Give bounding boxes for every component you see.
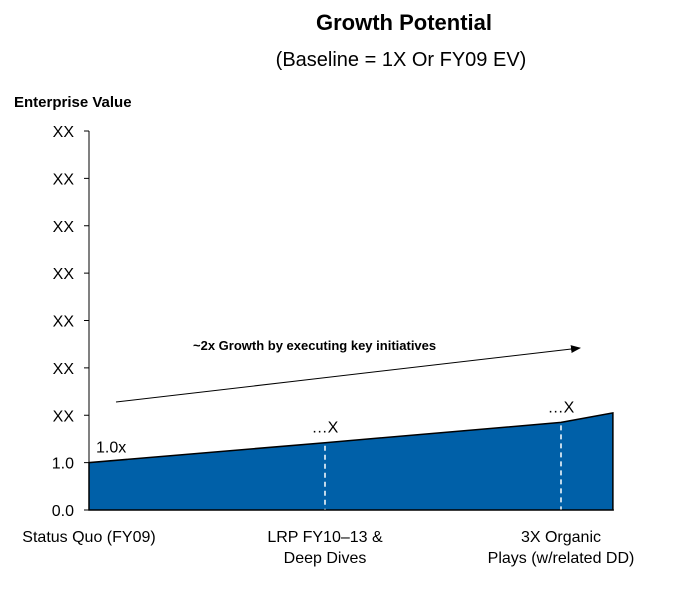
- growth-area: [88, 412, 614, 511]
- category-label: 3X Organic Plays (w/related DD): [488, 529, 635, 567]
- chart-title: Growth Potential: [316, 10, 492, 35]
- category-label-line: Plays (w/related DD): [488, 550, 635, 567]
- chart-subtitle: (Baseline = 1X Or FY09 EV): [276, 49, 527, 71]
- y-tick-label: XX: [53, 408, 75, 425]
- category-label-line: Deep Dives: [284, 550, 367, 567]
- category-label: LRP FY10–13 & Deep Dives: [267, 529, 383, 567]
- y-tick-label: XX: [53, 124, 75, 141]
- point-label: …X: [312, 420, 339, 437]
- plot-area: 0.0 1.0 XX XX XX XX XX XX XX Status Quo (FY09) LRP…: [22, 124, 634, 567]
- growth-annotation: ~2x Growth by executing key initiatives: [193, 338, 436, 353]
- point-label: 1.0x: [96, 440, 126, 457]
- y-tick-label: XX: [53, 361, 75, 378]
- y-tick-label: XX: [53, 266, 75, 283]
- category-label-line: Status Quo (FY09): [22, 529, 155, 546]
- y-tick-label: XX: [53, 219, 75, 236]
- category-label: Status Quo (FY09): [22, 529, 155, 546]
- y-tick-label: 1.0: [52, 456, 74, 473]
- y-axis-label: Enterprise Value: [14, 94, 132, 111]
- growth-arrow: [115, 345, 581, 403]
- point-label: …X: [548, 399, 575, 416]
- y-tick-label: XX: [53, 314, 75, 331]
- y-tick-label: 0.0: [52, 503, 74, 520]
- y-tick-label: XX: [53, 171, 75, 188]
- category-label-line: LRP FY10–13 &: [267, 529, 383, 546]
- category-label-line: 3X Organic: [521, 529, 601, 546]
